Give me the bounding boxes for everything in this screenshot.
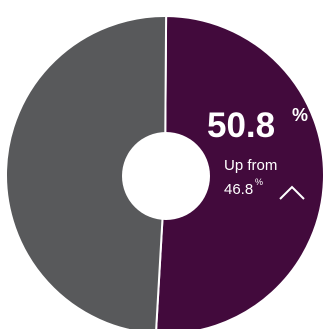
previous-value-label: 46.8 <box>224 181 253 198</box>
previous-unit-label: % <box>255 177 263 187</box>
donut-slice-1 <box>155 14 325 329</box>
change-prefix-label: Up from <box>224 157 277 174</box>
highlight-unit: % <box>292 105 308 125</box>
donut-hole <box>122 132 210 220</box>
donut-slice-2 <box>4 15 168 329</box>
highlight-value: 50.8 <box>207 106 275 145</box>
chevron-up-icon <box>279 185 305 200</box>
donut-slices <box>4 14 325 329</box>
